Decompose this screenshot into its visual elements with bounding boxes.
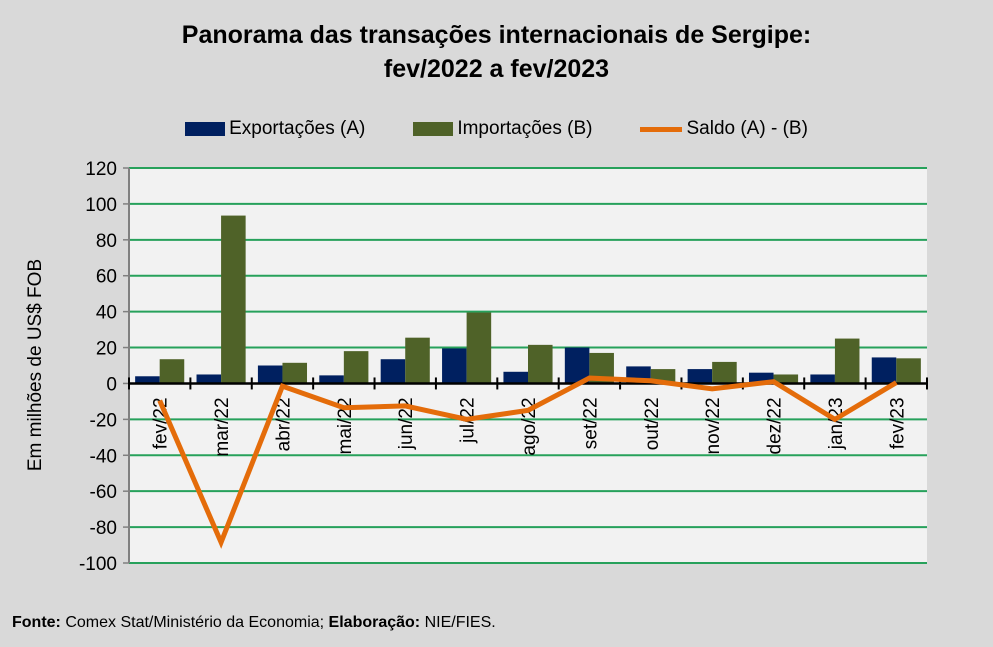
bar-exports	[687, 369, 713, 384]
footer: Fonte: Comex Stat/Ministério da Economia…	[12, 614, 496, 632]
y-tick-label: 80	[96, 231, 117, 252]
legend-label-exports: Exportações (A)	[229, 118, 366, 139]
y-tick-label: -80	[90, 518, 117, 539]
legend-swatch-imports	[413, 122, 454, 136]
footer-source-label: Fonte:	[12, 614, 61, 631]
y-tick-label: 100	[85, 195, 117, 216]
footer-source-text: Comex Stat/Ministério da Economia;	[60, 614, 329, 631]
legend-swatch-exports	[185, 122, 226, 136]
chart-title-line1: Panorama das transações internacionais d…	[181, 21, 812, 49]
bar-exports	[135, 376, 160, 384]
x-tick-label: mar/22	[212, 397, 233, 456]
x-tick-label: out/22	[642, 397, 663, 450]
bar-imports	[282, 362, 308, 384]
legend: Exportações (A) Importações (B) Saldo (A…	[0, 118, 993, 140]
legend-label-balance: Saldo (A) - (B)	[686, 118, 808, 139]
bar-exports	[380, 359, 406, 384]
footer-credit-text: NIE/FIES.	[420, 614, 496, 631]
y-tick-label: -100	[79, 554, 117, 575]
y-tick-label: -20	[90, 410, 117, 431]
footer-credit-label: Elaboração:	[328, 614, 421, 631]
y-tick-label: 0	[106, 374, 117, 395]
y-tick-label: 40	[96, 303, 117, 324]
bar-exports	[810, 374, 835, 384]
bar-exports	[319, 375, 344, 384]
bar-imports	[528, 344, 553, 384]
x-tick-label: jun/22	[396, 397, 417, 450]
bar-imports	[773, 374, 799, 384]
y-tick-label: -40	[90, 446, 117, 467]
legend-label-imports: Importações (B)	[457, 118, 593, 139]
x-tick-label: abr/22	[273, 397, 294, 451]
x-tick-label: set/22	[580, 397, 601, 449]
legend-swatch-balance	[640, 126, 683, 132]
legend-item-balance: Saldo (A) - (B)	[640, 118, 808, 140]
bar-imports	[221, 215, 246, 384]
bar-exports	[257, 365, 283, 384]
bar-exports	[871, 357, 897, 384]
legend-item-exports: Exportações (A)	[185, 118, 365, 140]
bar-imports	[896, 358, 921, 384]
bar-exports	[748, 372, 774, 384]
bar-imports	[159, 359, 185, 384]
x-tick-label: dez/22	[765, 397, 786, 454]
x-tick-label: jan/23	[826, 397, 847, 450]
x-tick-label: nov/22	[703, 397, 724, 454]
y-tick-label: 120	[85, 159, 117, 180]
bar-exports	[503, 371, 528, 384]
legend-item-imports: Importações (B)	[413, 118, 592, 140]
bar-exports	[442, 348, 467, 384]
bar-imports	[466, 312, 492, 384]
bar-exports	[196, 374, 222, 384]
x-tick-label: fev/23	[887, 397, 908, 449]
y-tick-label: -60	[90, 482, 117, 503]
y-tick-label: 60	[96, 267, 117, 288]
bar-imports	[343, 351, 369, 384]
chart-title: Panorama das transações internacionais d…	[0, 18, 993, 86]
bar-imports	[834, 338, 860, 384]
x-tick-label: mai/22	[335, 397, 356, 454]
bar-imports	[712, 361, 737, 384]
y-tick-label: 20	[96, 339, 117, 360]
chart-subtitle: fev/2022 a fev/2023	[383, 55, 610, 83]
bar-imports	[405, 337, 430, 384]
